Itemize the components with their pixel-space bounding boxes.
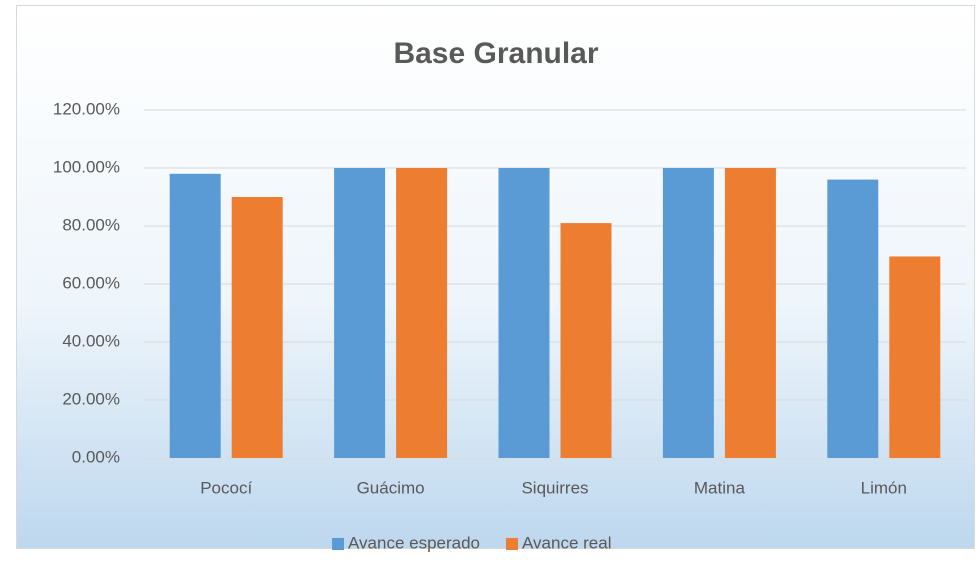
bar (231, 197, 283, 458)
y-tick-label: 100.00% (53, 157, 120, 176)
y-tick-label: 0.00% (72, 447, 120, 466)
bar (724, 168, 776, 458)
x-tick-label: Guácimo (357, 478, 425, 497)
x-tick-label: Pococí (200, 478, 252, 497)
bar (827, 179, 879, 458)
legend-swatch (332, 538, 344, 550)
y-tick-label: 20.00% (62, 389, 120, 408)
bar (560, 223, 612, 458)
bar (396, 168, 448, 458)
legend-swatch (506, 538, 519, 550)
y-tick-label: 60.00% (62, 273, 120, 292)
bar (662, 168, 714, 458)
chart-title: Base Granular (393, 37, 598, 70)
bar (169, 173, 221, 459)
x-tick-label: Matina (694, 478, 746, 497)
bar (498, 168, 550, 458)
bar (334, 168, 386, 458)
legend-label: Avance real (522, 533, 611, 552)
x-tick-label: Siquirres (521, 478, 588, 497)
x-tick-label: Limón (861, 478, 907, 497)
bar (889, 256, 941, 458)
legend-label: Avance esperado (348, 533, 480, 552)
y-tick-label: 80.00% (62, 215, 120, 234)
y-tick-label: 40.00% (62, 331, 120, 350)
y-tick-label: 120.00% (53, 99, 120, 118)
